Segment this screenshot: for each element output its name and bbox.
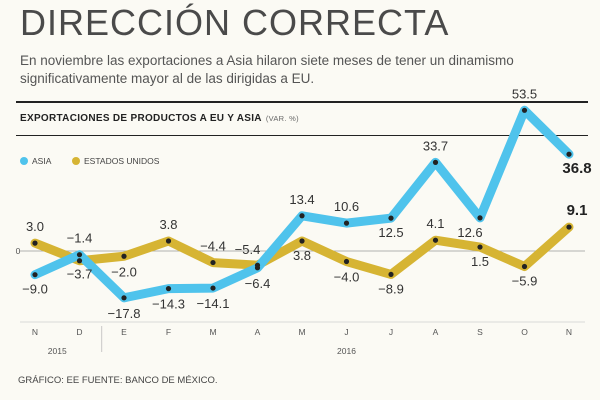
data-label-eu: −8.9 [378,281,404,296]
legend-swatch [72,157,80,165]
x-tick-label: A [433,327,439,337]
data-label-asia: 33.7 [423,138,448,153]
data-point-eu [210,259,216,266]
data-point-asia [32,272,38,278]
data-point-eu [388,271,394,278]
data-point-eu [32,240,38,246]
x-tick-label: N [32,327,38,337]
chart-title-text: EXPORTACIONES DE PRODUCTOS A EU Y ASIA [20,113,262,124]
data-label-asia: −17.8 [108,306,141,321]
data-point-asia [343,220,350,226]
data-point-eu [521,263,528,270]
data-label-asia: −6.4 [245,276,271,291]
data-label-asia: −9.0 [22,282,48,297]
data-label-asia: 36.8 [562,160,591,177]
data-point-asia [566,151,572,157]
legend-swatch [20,157,28,165]
data-label-eu: −5.4 [235,242,261,257]
data-label-asia: 13.4 [289,192,314,207]
x-tick-label: O [521,327,528,337]
x-tick-label: M [209,327,216,337]
x-tick-label: E [121,327,127,337]
data-label-eu: −5.9 [512,274,538,289]
data-point-asia [165,286,172,292]
x-tick-label: A [255,327,261,337]
x-tick-label: S [477,327,483,337]
data-label-asia: 12.5 [378,225,403,240]
data-label-asia: 10.6 [334,199,359,214]
data-point-asia [76,252,83,258]
year-label: 2015 [48,346,67,356]
data-point-asia [521,107,528,113]
data-label-asia: −14.1 [197,296,230,311]
data-point-asia [299,213,305,219]
data-label-eu: 3.8 [159,217,177,232]
data-point-asia [432,159,439,165]
data-label-eu: −3.7 [67,267,93,282]
page-title: DIRECCIÓN CORRECTA [20,2,450,43]
data-point-asia [477,215,483,221]
chart-title: EXPORTACIONES DE PRODUCTOS A EU Y ASIA (V… [20,113,299,124]
data-point-asia [388,215,394,221]
data-point-eu [477,244,483,250]
zero-label: 0 [16,246,21,256]
x-tick-label: J [389,327,393,337]
legend-label: ESTADOS UNIDOS [84,156,160,166]
data-label-eu: −4.0 [334,270,360,285]
data-label-asia: 53.5 [512,86,537,101]
chart-unit: (VAR. %) [265,114,299,123]
source-note: GRÁFICO: EE FUENTE: BANCO DE MÉXICO. [18,375,218,386]
data-label-asia: −14.3 [152,297,185,312]
data-point-eu [343,258,350,265]
x-tick-label: M [298,327,305,337]
data-point-eu [76,258,83,264]
data-point-asia [121,295,127,301]
data-point-eu [566,224,572,230]
year-label: 2016 [337,346,356,356]
x-tick-label: F [166,327,171,337]
chart-title-frame [16,101,588,136]
data-label-eu: 9.1 [567,202,588,219]
data-label-eu: −4.4 [200,239,226,254]
data-point-eu [121,253,127,259]
data-label-eu: 4.1 [426,216,444,231]
data-label-eu: 1.5 [471,254,489,269]
legend-label: ASIA [32,156,52,166]
x-tick-label: N [566,327,572,337]
data-label-asia: 12.6 [457,225,482,240]
data-label-asia: −1.4 [67,231,93,246]
x-tick-label: J [344,327,348,337]
page-subtitle: En noviembre las exportaciones a Asia hi… [20,53,514,86]
data-point-asia [254,265,261,271]
data-label-eu: 3.8 [293,248,311,263]
data-point-eu [432,237,439,243]
data-point-eu [299,238,305,244]
data-point-eu [165,238,172,244]
data-point-asia [210,285,216,291]
data-label-eu: 3.0 [26,219,44,234]
data-label-eu: −2.0 [111,264,137,279]
x-tick-label: D [76,327,82,337]
